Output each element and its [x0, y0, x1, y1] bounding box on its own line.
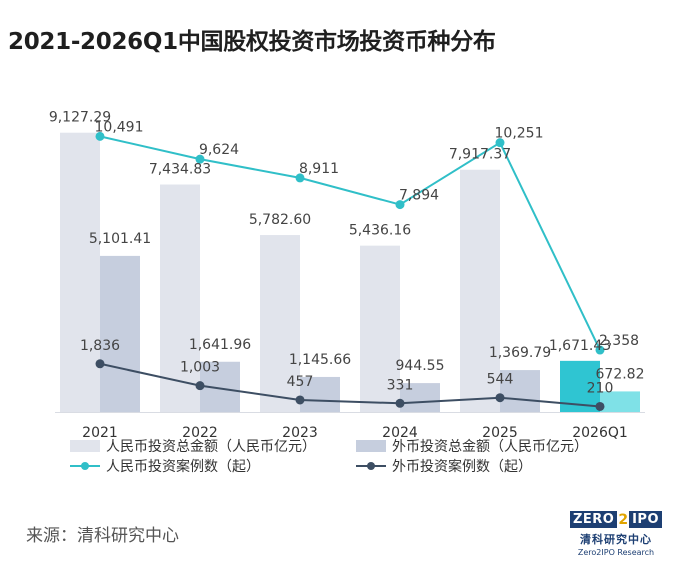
legend-rmb-cases-swatch-marker — [81, 462, 89, 470]
legend-fx-cases-text: 外币投资案例数（起） — [392, 458, 532, 475]
rmb-cases-line — [99, 135, 601, 351]
logo-word-mid: 2 — [618, 511, 629, 528]
rmb-amount-label: 1,671.43 — [549, 338, 611, 354]
fx-cases-label: 331 — [387, 377, 414, 393]
fx-cases-label: 1,836 — [80, 338, 120, 354]
logo-word-left: ZERO — [569, 511, 618, 528]
logo-en-text: Zero2IPO Research — [577, 548, 655, 557]
rmb-amount-label: 9,127.29 — [49, 110, 111, 126]
fx-amount-bar — [500, 370, 540, 412]
fx-amount-label: 1,641.96 — [189, 337, 251, 353]
rmb-amount-label: 5,436.16 — [349, 223, 411, 239]
logo-cn-text: 清科研究中心 — [580, 533, 652, 546]
rmb-cases-label: 10,491 — [95, 119, 144, 135]
fx-amount-bar — [300, 376, 340, 412]
fx-cases-label: 210 — [587, 380, 614, 396]
fx-amount-bar — [400, 383, 440, 412]
fx-amount-bar — [100, 255, 140, 412]
rmb-cases-label: 2,358 — [599, 333, 639, 349]
fx-cases-point — [295, 395, 305, 405]
fx-amount-label: 1,145.66 — [289, 352, 351, 368]
fx-cases-line — [99, 362, 601, 408]
fx-amount-label: 5,101.41 — [89, 231, 151, 247]
rmb-amount-bar — [460, 169, 500, 412]
fx-cases-point — [595, 401, 605, 411]
rmb-cases-point — [395, 200, 405, 210]
x-tick-label: 2026Q1 — [572, 425, 628, 441]
fx-cases-point — [195, 381, 205, 391]
rmb-cases-point — [595, 345, 605, 355]
rmb-amount-label: 7,434.83 — [149, 161, 211, 177]
chart-title: 2021-2026Q1中国股权投资市场投资币种分布 — [8, 29, 496, 55]
rmb-amount-bar — [160, 184, 200, 412]
x-tick-label: 2025 — [482, 425, 518, 441]
rmb-amount-bar — [360, 245, 400, 412]
fx-cases-label: 457 — [287, 374, 314, 390]
x-tick-label: 2024 — [382, 425, 418, 441]
fx-amount-bar — [600, 391, 640, 412]
fx-cases-point — [95, 359, 105, 369]
x-tick-label: 2021 — [82, 425, 118, 441]
rmb-cases-label: 10,251 — [495, 126, 544, 142]
rmb-cases-label: 8,911 — [299, 161, 339, 177]
rmb-cases-point — [95, 131, 105, 141]
fx-cases-label: 544 — [487, 372, 514, 388]
rmb-cases-point — [195, 154, 205, 164]
rmb-cases-label: 7,894 — [399, 188, 439, 204]
fx-amount-label: 944.55 — [396, 358, 445, 374]
chart-canvas: 9,127.29 5,101.41 7,434.83 1,641.96 5,782.60… — [49, 110, 645, 475]
x-tick-label: 2022 — [182, 425, 218, 441]
fx-cases-point — [395, 398, 405, 408]
rmb-cases-point — [295, 173, 305, 183]
legend-rmb-cases-text: 人民币投资案例数（起） — [106, 458, 260, 475]
legend-rmb-amount-swatch — [70, 440, 100, 452]
legend-fx-amount-text: 外币投资总金额（人民币亿元） — [392, 439, 588, 455]
x-tick-label: 2023 — [282, 425, 318, 441]
fx-cases-label: 1,003 — [180, 360, 220, 376]
fx-amount-label: 1,369.79 — [489, 345, 551, 361]
legend-fx-amount-swatch — [356, 440, 386, 452]
rmb-cases-point — [495, 138, 505, 148]
rmb-amount-label: 5,782.60 — [249, 212, 311, 228]
source-note: 来源：清科研究中心 — [26, 526, 179, 546]
rmb-cases-label: 9,624 — [199, 142, 239, 158]
zero2ipo-logo: ZERO 2 IPO 清科研究中心 Zero2IPO Research — [568, 511, 664, 557]
legend-fx-cases-swatch-marker — [367, 462, 375, 470]
fx-amount-label: 672.82 — [596, 366, 645, 382]
fx-cases-point — [495, 393, 505, 403]
rmb-amount-bar — [260, 235, 300, 412]
logo-word-right: IPO — [629, 511, 663, 528]
legend-rmb-amount-text: 人民币投资总金额（人民币亿元） — [106, 439, 316, 455]
rmb-amount-bar — [60, 132, 100, 412]
rmb-amount-label: 7,917.37 — [449, 147, 511, 163]
